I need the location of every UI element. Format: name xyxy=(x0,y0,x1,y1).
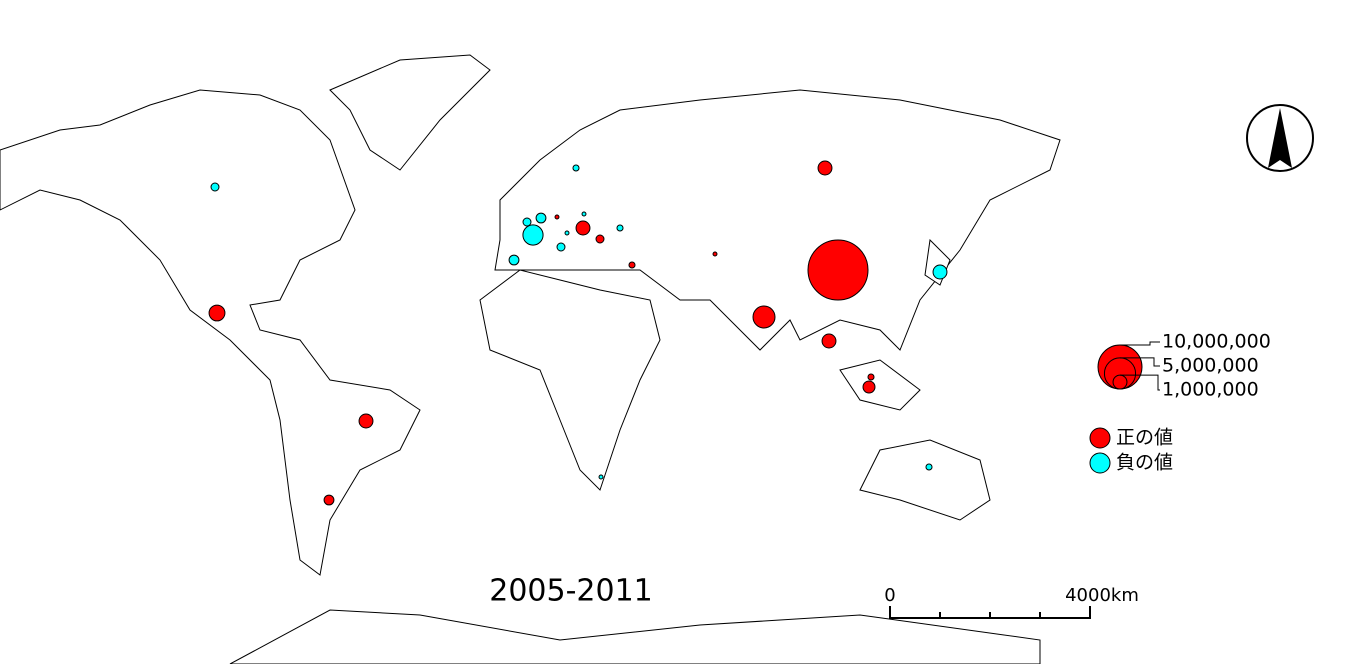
category-swatch xyxy=(1089,427,1111,449)
size-legend-label: 10,000,000 xyxy=(1162,331,1271,353)
data-bubble xyxy=(522,217,532,227)
data-bubble xyxy=(628,261,636,269)
data-bubble xyxy=(358,413,374,429)
data-bubble xyxy=(807,239,869,301)
data-bubble xyxy=(564,230,570,236)
period-title: 2005-2011 xyxy=(489,574,653,609)
data-bubble xyxy=(208,304,226,322)
data-bubble xyxy=(867,373,875,381)
data-bubble xyxy=(862,380,876,394)
data-bubble xyxy=(616,224,624,232)
scale-bar: 0 4000km xyxy=(884,585,1139,619)
data-bubble xyxy=(581,211,587,217)
scale-label: 0 xyxy=(884,585,895,606)
data-bubble xyxy=(210,182,220,192)
data-bubble xyxy=(598,474,604,480)
legend-leader xyxy=(1120,374,1160,391)
legend-leader xyxy=(1120,341,1160,346)
data-bubble xyxy=(556,242,566,252)
data-bubble xyxy=(508,254,520,266)
data-bubble xyxy=(595,234,605,244)
category-label: 負の値 xyxy=(1116,452,1173,474)
data-bubble xyxy=(817,160,833,176)
scale-label: 4000km xyxy=(1065,585,1139,606)
data-bubble xyxy=(712,251,718,257)
category-label: 正の値 xyxy=(1116,427,1173,449)
north-arrow xyxy=(1246,104,1314,172)
data-bubble xyxy=(575,220,591,236)
category-swatch xyxy=(1089,452,1111,474)
data-bubble xyxy=(535,212,547,224)
data-bubble xyxy=(925,463,933,471)
data-bubble xyxy=(554,214,560,220)
data-bubble xyxy=(932,264,948,280)
size-legend-label: 5,000,000 xyxy=(1162,355,1259,377)
legend-leader xyxy=(1120,357,1160,367)
data-bubble xyxy=(572,164,580,172)
data-bubble xyxy=(821,333,837,349)
data-bubble xyxy=(522,224,544,246)
size-legend-circle xyxy=(1112,374,1128,390)
world-outline xyxy=(0,54,1061,664)
size-legend-label: 1,000,000 xyxy=(1162,379,1259,401)
data-bubble xyxy=(752,305,776,329)
data-bubble xyxy=(323,494,335,506)
